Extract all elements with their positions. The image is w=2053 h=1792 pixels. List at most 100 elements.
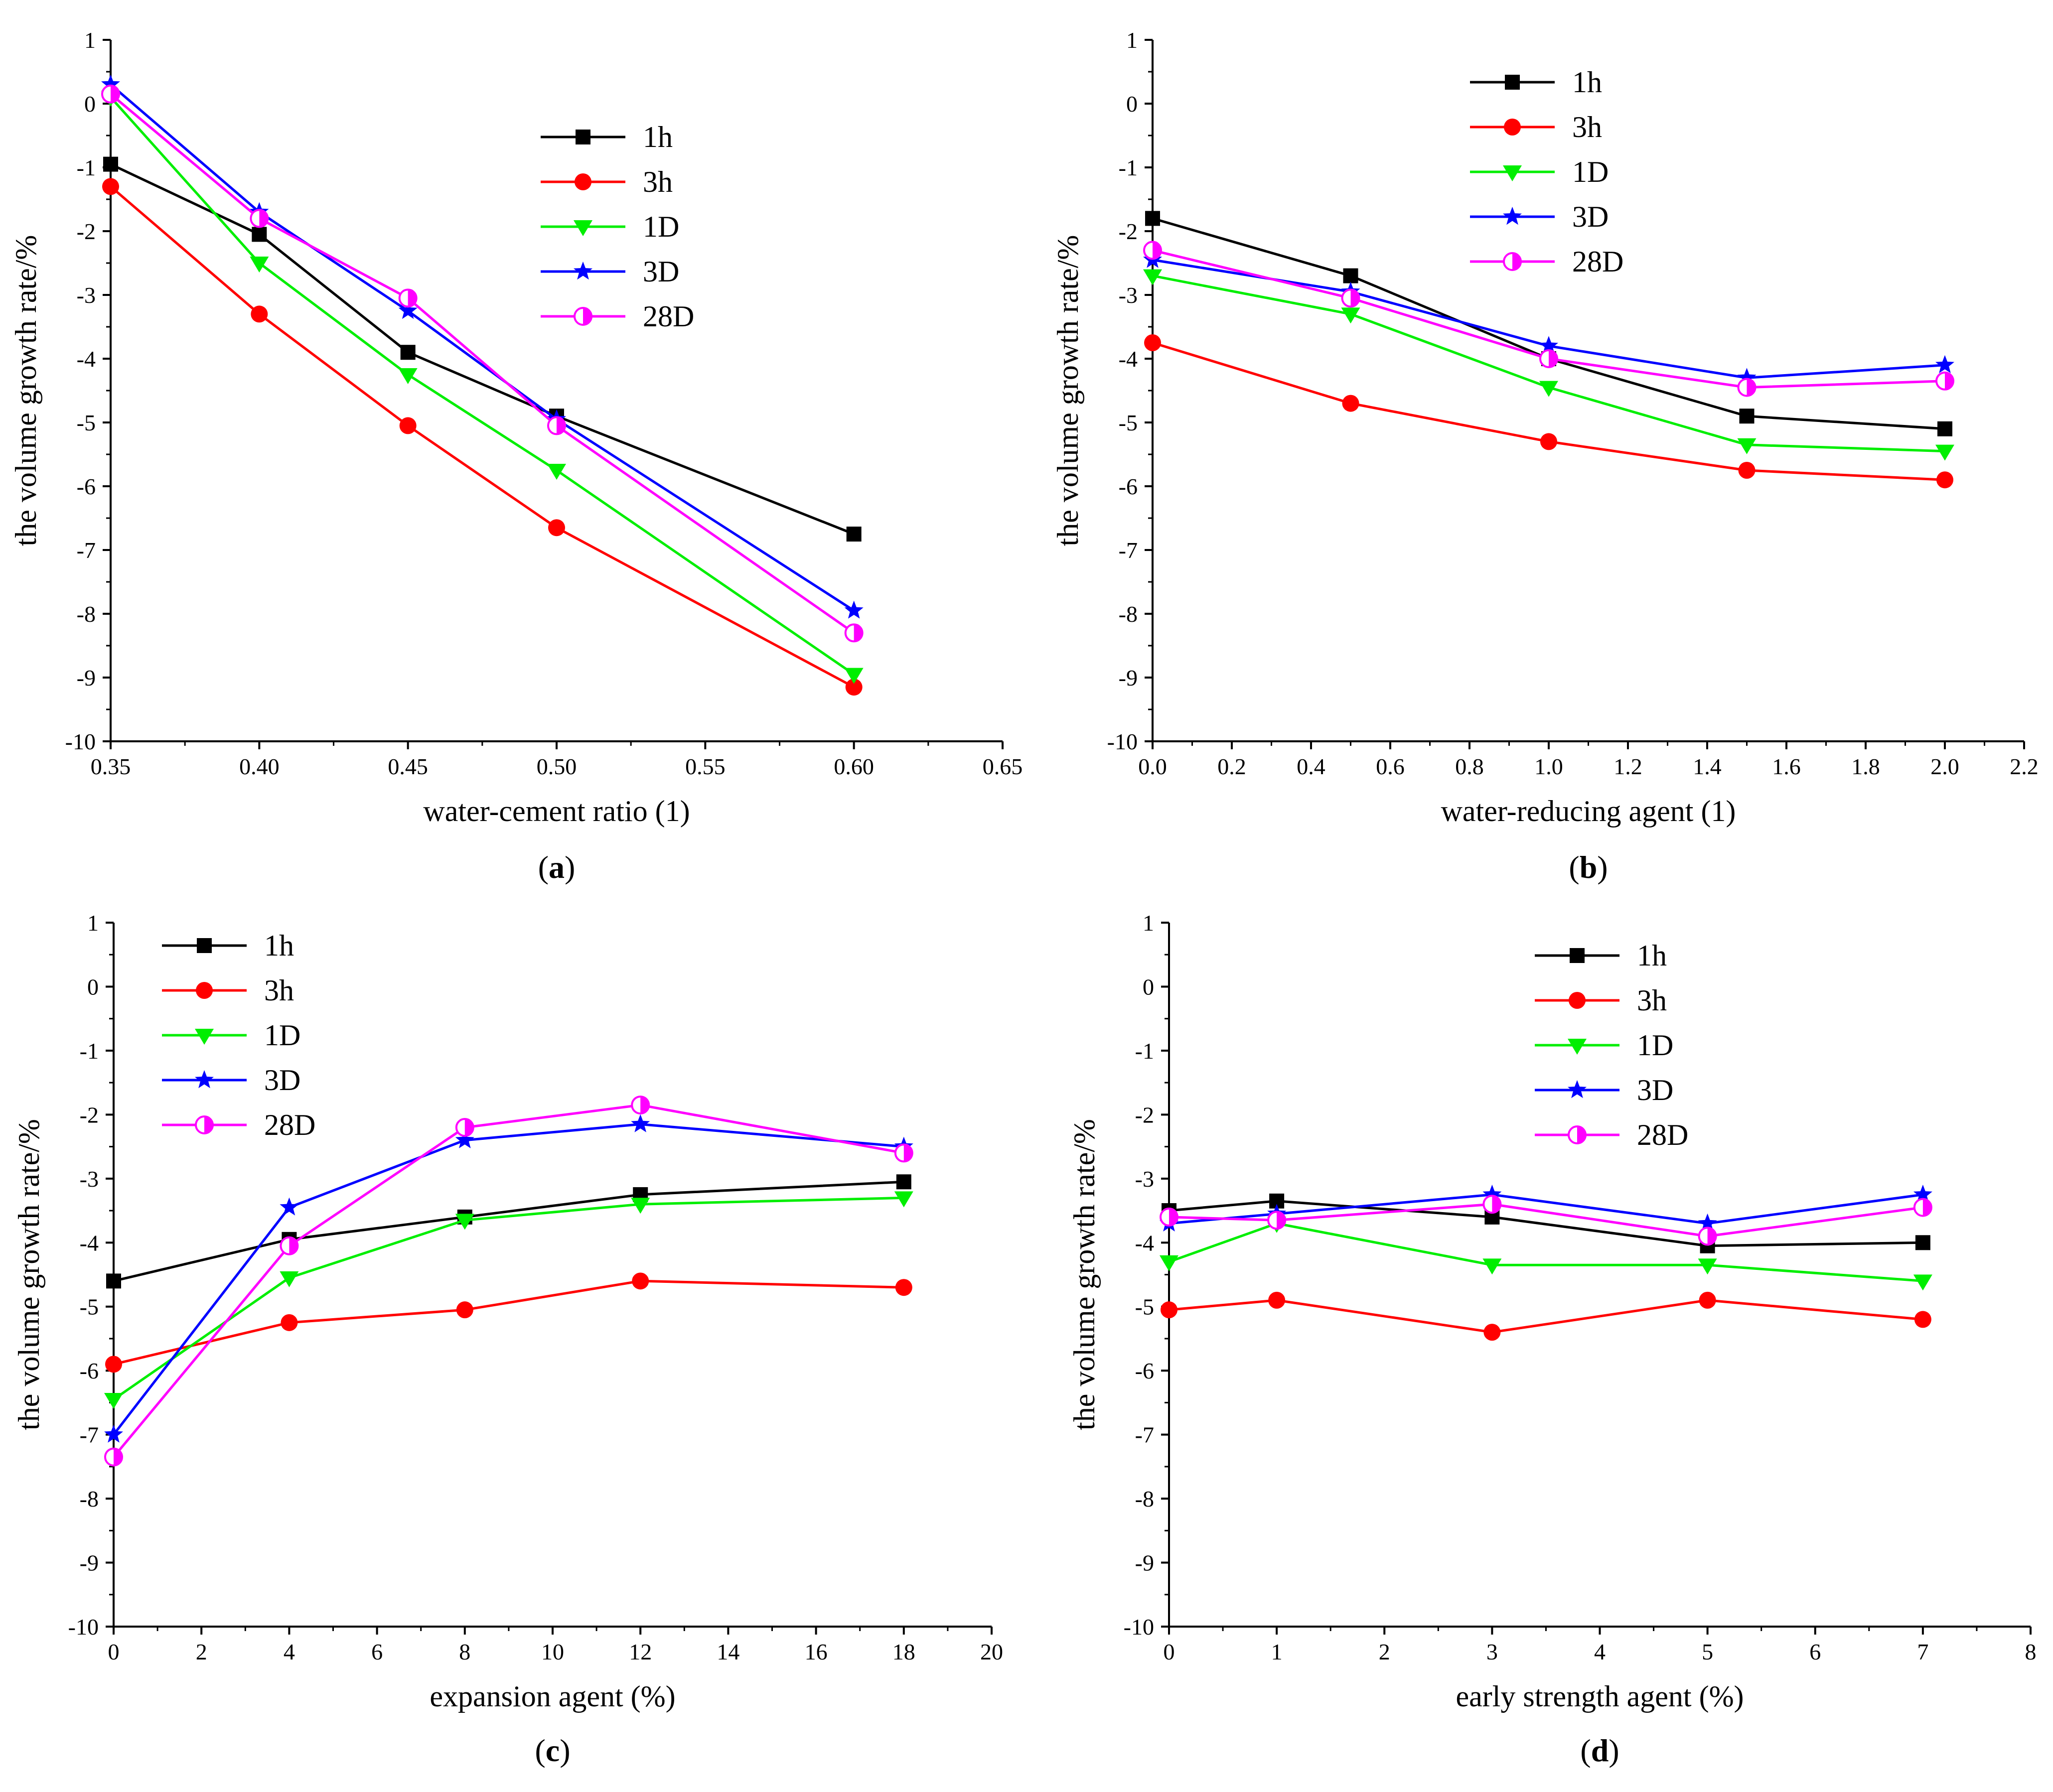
- data-point-1h: [1937, 421, 1952, 436]
- y-tick-label: 0: [1126, 91, 1138, 117]
- y-tick-label: -9: [1135, 1550, 1154, 1576]
- x-tick-label: 0.55: [685, 754, 726, 779]
- data-point-28D: [894, 1143, 913, 1163]
- y-tick-label: -8: [1119, 601, 1138, 627]
- x-tick-label: 0.50: [537, 754, 577, 779]
- data-point-3D: [1539, 336, 1558, 354]
- data-point-28D: [398, 288, 418, 308]
- panel-label-close: ): [1597, 849, 1608, 885]
- legend-marker-3h: [196, 982, 213, 999]
- x-tick-label: 1.2: [1613, 754, 1642, 779]
- panel-label: (a): [538, 849, 576, 885]
- legend-label-28D: 28D: [1572, 245, 1623, 278]
- legend-label-28D: 28D: [264, 1108, 315, 1141]
- x-tick-label: 0.60: [834, 754, 874, 779]
- x-tick-label: 16: [805, 1639, 828, 1664]
- data-point-28D: [1160, 1207, 1178, 1227]
- x-tick-label: 0.40: [239, 754, 280, 779]
- panel-label-letter: d: [1591, 1733, 1609, 1768]
- legend-label-28D: 28D: [643, 300, 694, 333]
- series-line-1h: [110, 163, 855, 536]
- series-line-28D: [110, 93, 855, 634]
- data-point-3h: [1268, 1291, 1286, 1309]
- data-point-3h: [1738, 462, 1756, 479]
- legend-label-1D: 1D: [643, 210, 679, 243]
- series-3D: [101, 74, 864, 619]
- series-line-1D: [110, 96, 855, 676]
- y-tick-label: 1: [87, 910, 99, 936]
- series-line-3h: [113, 1279, 904, 1366]
- legend-label-3h: 3h: [264, 974, 294, 1007]
- y-tick-label: -6: [1119, 474, 1138, 499]
- y-tick-label: -9: [77, 665, 96, 690]
- legend: 1h 3h 1D 3D 28D: [541, 121, 694, 333]
- series-line-3D: [110, 83, 855, 612]
- y-tick-label: -9: [1119, 665, 1138, 690]
- legend-label-1h: 1h: [1572, 66, 1602, 99]
- data-point-28D: [104, 1447, 123, 1467]
- x-tick-label: 1.8: [1851, 754, 1880, 779]
- y-tick-label: -5: [1135, 1294, 1154, 1320]
- legend-marker-1h: [197, 938, 212, 953]
- y-tick-label: -3: [1119, 282, 1138, 308]
- series-3h: [105, 1272, 912, 1373]
- legend-label-1D: 1D: [264, 1019, 300, 1052]
- data-point-1D: [1539, 381, 1558, 397]
- data-point-28D: [1143, 241, 1162, 260]
- y-tick-label: 1: [1126, 27, 1138, 53]
- data-point-3D: [398, 301, 418, 319]
- data-point-3D: [1935, 355, 1954, 373]
- y-axis-title: the volume growth rate/%: [12, 1119, 45, 1430]
- legend-marker-1h: [1505, 75, 1520, 90]
- y-tick-label: -7: [80, 1422, 99, 1448]
- panel-label-open: (: [1569, 849, 1579, 885]
- data-point-3D: [1482, 1184, 1502, 1203]
- legend-label-3D: 3D: [264, 1064, 300, 1097]
- y-tick-label: -1: [77, 155, 96, 180]
- data-point-3D: [101, 74, 120, 93]
- data-point-28D: [547, 416, 566, 435]
- chart-panel-b: 1 0 -1 -2 -3 -4 -5 -6 -7 -8 -9 -100.0 0.2 0.4 0.6 0.8 1.…: [1051, 27, 2039, 885]
- legend-label-1D: 1D: [1637, 1029, 1673, 1062]
- data-point-3h: [399, 417, 417, 434]
- x-tick-label: 2: [196, 1639, 207, 1664]
- data-point-1h: [1343, 268, 1358, 283]
- x-tick-label: 8: [2025, 1639, 2037, 1664]
- x-tick-label: 8: [459, 1639, 470, 1664]
- legend-label-3D: 3D: [643, 255, 679, 288]
- series-28D: [104, 1096, 913, 1467]
- y-tick-label: 1: [1143, 910, 1154, 936]
- data-point-1D: [1698, 1258, 1717, 1275]
- y-tick-label: -8: [1135, 1486, 1154, 1512]
- legend-marker-1h: [1570, 948, 1585, 963]
- y-tick-label: -7: [1135, 1422, 1154, 1448]
- x-tick-label: 0.35: [91, 754, 131, 779]
- series-28D: [1160, 1195, 1932, 1246]
- series-3D: [104, 1114, 913, 1443]
- data-point-3h: [281, 1314, 298, 1331]
- legend-marker-3D: [1568, 1080, 1587, 1099]
- data-point-1D: [1737, 438, 1757, 454]
- x-tick-label: 0.0: [1138, 754, 1167, 779]
- legend-label-1D: 1D: [1572, 155, 1609, 188]
- y-tick-label: -4: [77, 346, 96, 372]
- y-tick-label: -10: [1107, 729, 1138, 754]
- data-point-3h: [632, 1272, 649, 1290]
- x-tick-label: 0.45: [388, 754, 428, 779]
- series-line-1D: [1169, 1222, 1923, 1282]
- x-tick-label: 3: [1486, 1639, 1498, 1664]
- x-tick-label: 7: [1917, 1639, 1928, 1664]
- legend-marker-3D: [195, 1070, 214, 1089]
- x-tick-label: 4: [284, 1639, 295, 1664]
- data-point-28D: [250, 209, 269, 228]
- data-point-28D: [101, 84, 120, 104]
- data-point-3h: [548, 519, 565, 537]
- y-tick-label: -4: [1119, 346, 1138, 372]
- panel-label-close: ): [560, 1733, 570, 1768]
- y-tick-label: 1: [84, 27, 96, 53]
- y-tick-label: 0: [84, 91, 96, 117]
- legend: 1h 3h 1D 3D 28D: [162, 929, 315, 1141]
- x-axis-title: early strength agent (%): [1456, 1680, 1744, 1713]
- legend-marker-1D: [195, 1029, 214, 1045]
